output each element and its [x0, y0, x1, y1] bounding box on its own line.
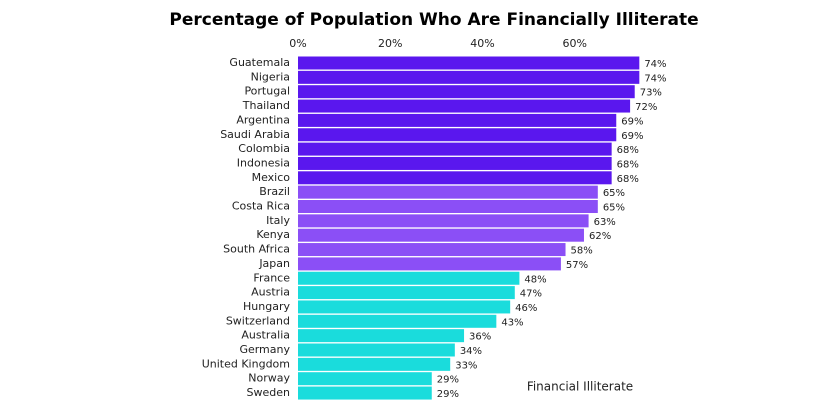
bar: [298, 214, 589, 228]
value-label: 74%: [644, 73, 666, 84]
bar: [298, 200, 598, 213]
bar: [298, 286, 515, 300]
value-label: 68%: [617, 159, 639, 170]
y-tick-label: Switzerland: [226, 314, 290, 327]
x-tick-label: 40%: [470, 37, 494, 50]
chart-title: Percentage of Population Who Are Financi…: [169, 10, 698, 30]
bar: [298, 257, 561, 271]
value-label: 63%: [594, 217, 616, 228]
value-label: 47%: [520, 289, 542, 300]
bar: [298, 171, 612, 185]
y-tick-label: South Africa: [223, 243, 290, 256]
bar: [298, 228, 584, 242]
value-label: 46%: [515, 303, 537, 314]
value-label: 69%: [621, 116, 643, 127]
bar: [298, 70, 640, 84]
bar: [298, 372, 432, 386]
y-tick-label: Guatemala: [229, 56, 290, 69]
bar: [298, 99, 631, 113]
value-label: 33%: [455, 360, 477, 371]
y-tick-label: Mexico: [252, 171, 291, 184]
x-tick-label: 20%: [378, 37, 402, 50]
x-tick-label: 60%: [563, 37, 587, 50]
value-label: 58%: [571, 246, 593, 257]
value-label: 34%: [460, 346, 482, 357]
bar: [298, 343, 455, 357]
y-tick-label: Austria: [251, 286, 290, 299]
y-tick-label: Colombia: [238, 142, 290, 155]
bar: [298, 56, 640, 70]
bar: [298, 329, 465, 343]
value-label: 43%: [501, 317, 523, 328]
y-tick-label: Brazil: [259, 185, 290, 198]
value-label: 68%: [617, 145, 639, 156]
bar: [298, 128, 617, 142]
bar: [298, 300, 511, 314]
y-tick-label: Hungary: [243, 300, 290, 313]
y-tick-label: Costa Rica: [232, 200, 290, 213]
y-tick-label: Indonesia: [237, 156, 290, 169]
bar: [298, 314, 497, 328]
y-tick-label: Thailand: [242, 99, 290, 112]
y-tick-label: Argentina: [236, 113, 290, 126]
bar: [298, 85, 635, 99]
value-label: 57%: [566, 260, 588, 271]
value-label: 29%: [437, 375, 459, 386]
y-tick-label: Nigeria: [251, 70, 290, 83]
value-label: 29%: [437, 389, 459, 400]
value-label: 74%: [644, 59, 666, 70]
bar: [298, 357, 451, 371]
y-tick-label: Portugal: [244, 85, 290, 98]
value-label: 36%: [469, 332, 491, 343]
bar: [298, 243, 566, 257]
bar: [298, 156, 612, 170]
bar: [298, 185, 598, 199]
value-label: 69%: [621, 131, 643, 142]
y-tick-label: Germany: [239, 343, 290, 356]
value-label: 72%: [635, 102, 657, 113]
bar: [298, 113, 617, 127]
value-label: 65%: [603, 188, 625, 199]
y-tick-label: Norway: [248, 372, 290, 385]
value-label: 65%: [603, 203, 625, 214]
y-tick-label: United Kingdom: [202, 357, 290, 370]
y-tick-label: Australia: [241, 329, 290, 342]
y-tick-label: Saudi Arabia: [220, 128, 290, 141]
y-tick-label: France: [253, 271, 290, 284]
bar: [298, 271, 520, 285]
x-tick-label: 0%: [289, 37, 306, 50]
y-tick-label: Kenya: [256, 228, 290, 241]
value-label: 48%: [524, 274, 546, 285]
value-label: 68%: [617, 174, 639, 185]
y-tick-label: Italy: [266, 214, 290, 227]
bar: [298, 142, 612, 156]
y-tick-label: Sweden: [247, 386, 290, 399]
y-tick-label: Japan: [258, 257, 290, 270]
value-label: 73%: [640, 88, 662, 99]
value-label: 62%: [589, 231, 611, 242]
bar: [298, 386, 432, 400]
annotation: Financial Illiterate: [527, 380, 633, 394]
